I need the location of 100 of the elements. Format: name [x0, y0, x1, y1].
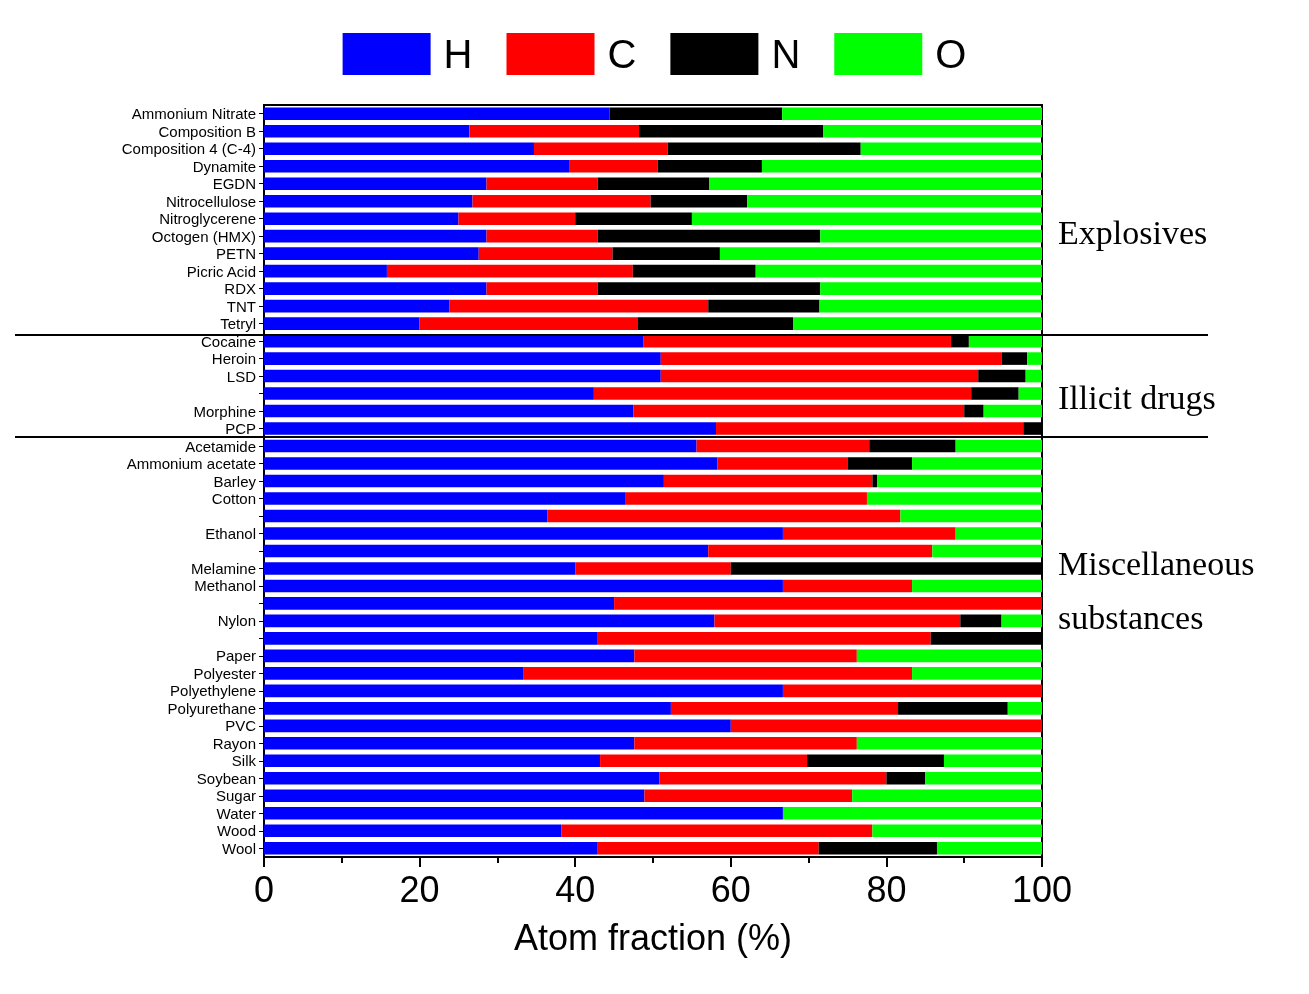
bar	[264, 247, 479, 260]
bar	[936, 841, 1042, 855]
bar	[660, 352, 1002, 365]
bar	[633, 404, 965, 418]
bar	[609, 107, 783, 121]
bar	[614, 597, 1042, 610]
bar	[782, 579, 913, 593]
bar	[569, 159, 658, 173]
bar	[782, 527, 956, 540]
bar	[660, 369, 979, 383]
bar	[912, 667, 1042, 680]
bar	[469, 124, 639, 138]
bar	[932, 544, 1042, 558]
y-tick-label: Picric Acid	[186, 262, 256, 280]
bar	[612, 247, 720, 260]
bar	[597, 229, 821, 243]
bar	[632, 264, 756, 278]
y-tick-label: Water	[216, 804, 256, 822]
bar	[386, 264, 633, 278]
bar	[960, 614, 1002, 628]
bar	[486, 177, 598, 190]
bar	[264, 474, 664, 488]
bar	[983, 404, 1042, 418]
y-tick-label: Morphine	[193, 402, 256, 420]
bar	[869, 439, 956, 453]
bar	[886, 772, 926, 785]
bar	[264, 719, 731, 733]
bar	[872, 824, 1042, 838]
bar	[597, 841, 819, 855]
bar	[561, 824, 873, 838]
bar	[264, 352, 661, 365]
bar	[856, 737, 1042, 750]
y-tick-label: Nylon	[217, 612, 256, 630]
y-tick-label: Soybean	[196, 769, 256, 787]
bar	[264, 579, 783, 593]
bar	[264, 684, 783, 698]
bar	[925, 772, 1042, 785]
bar	[716, 422, 1024, 435]
legend-label: N	[771, 32, 801, 76]
bar	[747, 194, 1042, 208]
bar	[264, 789, 645, 803]
y-tick-label: TNT	[226, 297, 256, 315]
bar	[847, 457, 913, 470]
bar	[547, 509, 901, 523]
bar	[264, 142, 534, 156]
bar	[1025, 369, 1042, 383]
bar	[486, 282, 598, 295]
bar	[634, 737, 857, 750]
bar	[264, 264, 387, 278]
legend-label: H	[443, 32, 473, 76]
bar	[600, 754, 808, 768]
bar	[900, 509, 1042, 523]
bar	[575, 212, 692, 225]
bar	[597, 177, 710, 190]
bar	[860, 142, 1042, 156]
bar	[264, 229, 487, 243]
y-tick-label: Paper	[215, 647, 256, 665]
x-tick-label: 40	[555, 868, 596, 910]
x-axis-title: Atom fraction (%)	[513, 916, 793, 958]
bar	[1007, 702, 1042, 715]
bar	[898, 702, 1008, 715]
bar	[264, 422, 717, 435]
y-tick-label: Dynamite	[192, 157, 256, 175]
bar	[971, 387, 1019, 400]
y-tick-label: Ammonium acetate	[126, 455, 256, 473]
bar	[823, 124, 1042, 138]
x-tick-label: 80	[866, 868, 907, 910]
bar	[877, 474, 1042, 488]
y-tick-label: Nitroglycerene	[159, 210, 256, 228]
bar	[872, 474, 878, 488]
bar	[472, 194, 651, 208]
bar	[708, 299, 820, 313]
x-tick-label: 0	[253, 868, 275, 910]
bar	[449, 299, 709, 313]
bar	[264, 544, 709, 558]
bar	[717, 457, 848, 470]
bar	[709, 177, 1042, 190]
bar	[912, 457, 1042, 470]
bar	[856, 649, 1042, 663]
bar	[1001, 614, 1042, 628]
bar	[696, 439, 870, 453]
y-tick-label: Composition 4 (C-4)	[121, 140, 256, 158]
bar	[523, 667, 913, 680]
bar	[264, 282, 487, 295]
bar	[708, 544, 933, 558]
bar	[264, 702, 671, 715]
y-tick-label: Silk	[231, 752, 257, 770]
bar	[955, 527, 1042, 540]
bar	[964, 404, 984, 418]
bar	[782, 107, 1042, 121]
legend-label: C	[607, 32, 637, 76]
y-tick-label: Melamine	[190, 559, 256, 577]
bar	[761, 159, 1042, 173]
y-tick-label: Octogen (HMX)	[151, 227, 256, 245]
bar	[663, 474, 873, 488]
bar	[264, 806, 783, 820]
bar	[264, 772, 660, 785]
y-tick-label: Wool	[222, 839, 256, 857]
y-tick-label: Barley	[213, 472, 257, 490]
bar	[597, 632, 931, 645]
